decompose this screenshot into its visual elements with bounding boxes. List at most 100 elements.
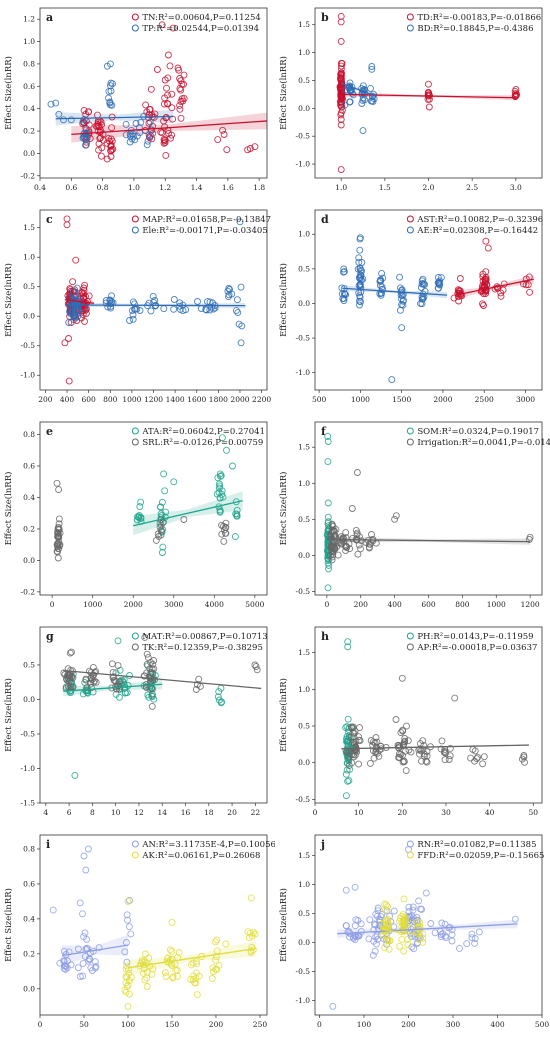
data-point-i-1 bbox=[193, 960, 201, 968]
data-point-f-1 bbox=[352, 526, 360, 534]
data-point-a-0 bbox=[177, 114, 185, 122]
data-point-e-0 bbox=[136, 503, 144, 511]
data-point-g-1 bbox=[110, 673, 118, 681]
data-point-d-1 bbox=[399, 291, 407, 298]
data-point-j-1 bbox=[383, 932, 391, 940]
data-point-a-0 bbox=[164, 100, 172, 108]
y-tick-label: 0.8 bbox=[23, 430, 35, 439]
legend-marker bbox=[131, 643, 139, 651]
data-point-d-1 bbox=[421, 281, 429, 288]
data-point-f-1 bbox=[329, 551, 337, 558]
data-point-i-0 bbox=[91, 964, 99, 972]
data-point-j-0 bbox=[441, 932, 449, 940]
data-point-e-0 bbox=[216, 482, 224, 490]
data-point-i-0 bbox=[123, 911, 131, 919]
data-point-j-1 bbox=[396, 917, 404, 925]
y-tick-label: 0.8 bbox=[23, 844, 35, 853]
x-tick-label: 20 bbox=[398, 808, 408, 817]
y-tick-label: 0.5 bbox=[298, 76, 310, 85]
data-point-a-0 bbox=[153, 66, 161, 73]
data-point-i-1 bbox=[210, 968, 217, 976]
data-point-c-0 bbox=[78, 288, 86, 296]
data-point-c-0 bbox=[69, 278, 77, 286]
data-point-i-0 bbox=[60, 965, 68, 973]
data-point-a-0 bbox=[141, 127, 149, 134]
data-point-h-1 bbox=[402, 747, 409, 755]
data-point-d-1 bbox=[418, 300, 426, 308]
x-tick-label: 500 bbox=[535, 1020, 550, 1029]
data-point-g-1 bbox=[150, 665, 158, 673]
data-point-d-0 bbox=[482, 268, 490, 276]
data-point-a-0 bbox=[176, 85, 184, 93]
x-tick-label: 0.8 bbox=[97, 183, 109, 192]
data-point-d-1 bbox=[434, 284, 442, 292]
data-point-d-0 bbox=[484, 244, 492, 252]
data-point-h-1 bbox=[351, 751, 359, 759]
y-tick-label: -0.5 bbox=[296, 967, 311, 976]
x-tick-label: 6 bbox=[67, 808, 72, 817]
scatter-plot-d: 500 1000 1500 2000 2500 3000 -1.0 -0.5 0.0 0.5 1.0… bbox=[278, 209, 543, 404]
data-point-j-1 bbox=[396, 914, 404, 922]
data-point-b-1 bbox=[367, 84, 374, 92]
data-point-b-0 bbox=[425, 103, 433, 111]
x-tick-label: 1200 bbox=[521, 600, 540, 609]
data-point-h-1 bbox=[451, 694, 459, 702]
data-point-h-1 bbox=[480, 753, 488, 761]
data-point-j-1 bbox=[398, 936, 406, 943]
data-point-i-1 bbox=[193, 991, 201, 999]
data-point-i-1 bbox=[212, 956, 219, 964]
data-point-i-0 bbox=[79, 910, 86, 918]
legend-label: AE:R²=0.02308,P=-0.16442 bbox=[416, 226, 538, 236]
data-point-d-1 bbox=[388, 376, 396, 384]
panel-letter: h bbox=[321, 630, 329, 643]
x-tick-label: 5000 bbox=[245, 600, 264, 609]
data-point-f-1 bbox=[334, 551, 342, 559]
data-point-b-1 bbox=[368, 97, 376, 105]
x-tick-label: 40 bbox=[485, 808, 495, 817]
x-tick-label: 1500 bbox=[392, 395, 411, 404]
data-point-i-0 bbox=[87, 964, 95, 972]
data-point-d-0 bbox=[479, 277, 487, 285]
data-point-a-0 bbox=[85, 121, 93, 129]
x-tick-label: 2200 bbox=[252, 395, 271, 404]
data-point-h-1 bbox=[373, 738, 381, 746]
data-point-h-0 bbox=[344, 638, 352, 646]
y-tick-label: 0.0 bbox=[23, 984, 35, 993]
data-point-d-1 bbox=[355, 282, 363, 289]
data-point-e-1 bbox=[53, 541, 61, 548]
x-tick-label: 1200 bbox=[144, 395, 163, 404]
data-point-j-1 bbox=[396, 943, 404, 950]
data-point-i-0 bbox=[123, 958, 131, 966]
data-point-a-0 bbox=[214, 136, 222, 144]
data-point-g-1 bbox=[68, 648, 75, 656]
data-point-b-0 bbox=[337, 116, 345, 123]
fit-line-g-1 bbox=[63, 669, 262, 690]
data-point-i-0 bbox=[127, 930, 135, 938]
data-point-e-0 bbox=[161, 487, 169, 495]
y-tick-label: -0.5 bbox=[21, 341, 36, 350]
data-point-j-1 bbox=[400, 915, 408, 923]
data-point-h-1 bbox=[518, 755, 526, 763]
data-point-d-1 bbox=[340, 265, 348, 273]
data-point-c-1 bbox=[73, 284, 81, 292]
data-point-j-0 bbox=[438, 919, 446, 927]
data-point-d-0 bbox=[497, 292, 505, 300]
data-point-b-1 bbox=[368, 65, 376, 73]
legend-label: RN:R²=0.01082,P=0.11385 bbox=[417, 840, 536, 850]
y-tick-label: 0.5 bbox=[298, 909, 310, 918]
data-point-h-1 bbox=[366, 759, 374, 767]
data-point-a-1 bbox=[144, 137, 152, 145]
data-point-a-1 bbox=[106, 101, 114, 109]
data-point-e-1 bbox=[54, 533, 62, 540]
y-tick-label: 0.0 bbox=[298, 938, 310, 947]
data-point-i-1 bbox=[189, 959, 197, 967]
y-tick-label: 1.0 bbox=[23, 37, 35, 46]
data-point-h-1 bbox=[345, 762, 353, 769]
data-point-h-1 bbox=[347, 733, 355, 741]
data-point-h-0 bbox=[342, 770, 350, 778]
data-point-i-1 bbox=[162, 973, 170, 980]
data-point-e-0 bbox=[223, 446, 230, 454]
data-point-c-1 bbox=[226, 286, 234, 293]
data-point-i-1 bbox=[169, 974, 177, 982]
data-point-b-0 bbox=[337, 74, 345, 82]
